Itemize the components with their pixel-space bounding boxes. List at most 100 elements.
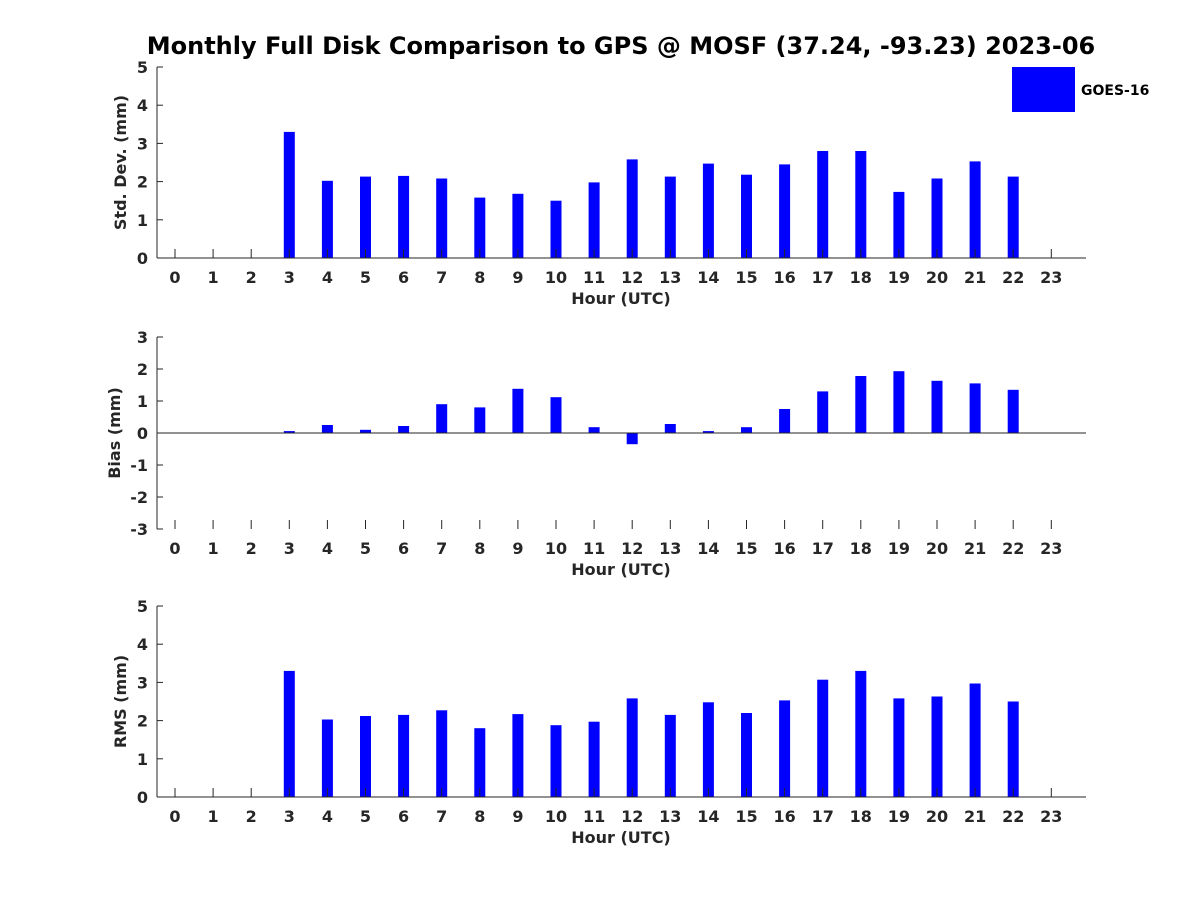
std-dev-x-tick-label: 2 [246,268,257,287]
bias-x-tick-label: 18 [850,539,872,558]
std-dev-y-tick-label: 2 [137,173,148,192]
rms-bar-hour-16 [779,700,791,797]
rms-bar-hour-15 [741,713,752,797]
rms-x-tick-label: 5 [360,807,371,826]
bias-bar-hour-22 [1007,389,1019,433]
std-dev-x-tick-label: 11 [583,268,605,287]
rms-bar-hour-8 [474,728,486,797]
bias-bar-hour-20 [931,380,943,433]
bias-y-tick-label: 1 [137,392,148,411]
std-dev-x-tick-label: 17 [812,268,834,287]
bias-x-tick-label: 10 [545,539,567,558]
std-dev-x-tick-label: 5 [360,268,371,287]
bias-y-tick-label: -3 [130,520,148,539]
bias-y-tick-label: 3 [137,328,148,347]
std-dev-bar-hour-11 [588,182,600,258]
rms-y-tick-label: 5 [137,597,148,616]
rms-bar-hour-21 [969,683,981,797]
std-dev-x-tick-label: 21 [964,268,986,287]
bias-bar-hour-11 [588,427,600,433]
std-dev-bar-hour-5 [360,176,371,258]
legend-label: GOES-16 [1081,83,1149,99]
std-dev-x-tick-label: 18 [850,268,872,287]
rms-bar-hour-13 [664,714,676,797]
rms-bar-hour-10 [550,725,562,797]
bias-bar-hour-13 [664,424,676,433]
legend-swatch [1012,67,1075,112]
rms-x-tick-label: 19 [888,807,910,826]
bias-bar-hour-16 [779,409,791,433]
rms-bar-hour-4 [321,719,333,797]
rms-x-tick-label: 12 [621,807,643,826]
std-dev-bar-hour-9 [512,193,524,258]
bias-x-tick-label: 21 [964,539,986,558]
rms-bar-hour-6 [398,714,410,797]
rms-bar-hour-11 [588,721,600,797]
rms-bar-hour-12 [626,698,638,797]
rms-y-tick-label: 0 [137,788,148,807]
rms-x-tick-label: 4 [322,807,333,826]
std-dev-x-tick-label: 22 [1002,268,1024,287]
std-dev-bar-hour-13 [664,176,676,258]
std-dev-bar-hour-20 [931,178,943,258]
bias-x-tick-label: 15 [735,539,757,558]
rms-x-tick-label: 11 [583,807,605,826]
std-dev-x-tick-label: 10 [545,268,567,287]
rms-x-tick-label: 7 [436,807,447,826]
rms-x-tick-label: 0 [169,807,180,826]
bias-x-tick-label: 23 [1040,539,1062,558]
bias-x-tick-label: 0 [169,539,180,558]
bias-bar-hour-21 [969,383,981,433]
rms-x-tick-label: 1 [208,807,219,826]
bias-bar-hour-19 [893,371,905,433]
bias-bar-hour-9 [512,388,524,433]
bias-bar-hour-5 [360,429,371,433]
bias-bar-hour-10 [550,397,562,433]
rms-bar-hour-5 [360,716,371,797]
std-dev-bar-hour-22 [1007,176,1019,258]
std-dev-x-tick-label: 16 [773,268,795,287]
std-dev-bar-hour-7 [436,178,448,258]
bias-y-tick-label: -2 [130,488,148,507]
std-dev-bar-hour-14 [702,163,714,258]
std-dev-x-tick-label: 3 [284,268,295,287]
rms-x-tick-label: 15 [735,807,757,826]
std-dev-x-tick-label: 23 [1040,268,1062,287]
std-dev-y-tick-label: 4 [137,96,148,115]
std-dev-bar-hour-18 [855,151,867,258]
std-dev-x-axis-label: Hour (UTC) [571,289,671,308]
std-dev-bar-hour-21 [969,161,981,258]
bias-x-tick-label: 17 [812,539,834,558]
rms-x-tick-label: 17 [812,807,834,826]
std-dev-bar-hour-16 [779,164,791,258]
bias-x-tick-label: 11 [583,539,605,558]
rms-bar-hour-17 [817,679,829,797]
std-dev-y-tick-label: 1 [137,211,148,230]
std-dev-bar-hour-19 [893,191,905,258]
rms-bar-hour-7 [436,710,448,797]
rms-x-tick-label: 13 [659,807,681,826]
bias-x-tick-label: 16 [773,539,795,558]
std-dev-y-tick-label: 0 [137,249,148,268]
bias-bar-hour-15 [741,427,752,433]
bias-bar-hour-7 [436,404,448,433]
rms-y-tick-label: 3 [137,673,148,692]
std-dev-x-tick-label: 20 [926,268,948,287]
rms-x-tick-label: 21 [964,807,986,826]
bias-bar-hour-12 [626,433,638,445]
rms-x-tick-label: 20 [926,807,948,826]
bias-x-tick-label: 14 [697,539,719,558]
bias-x-tick-label: 4 [322,539,333,558]
std-dev-bar-hour-12 [626,159,638,258]
std-dev-bar-hour-17 [817,151,829,258]
bias-y-tick-label: 0 [137,424,148,443]
std-dev-y-axis-label: Std. Dev. (mm) [111,95,130,230]
rms-x-tick-label: 2 [246,807,257,826]
bias-y-tick-label: 2 [137,360,148,379]
std-dev-x-tick-label: 19 [888,268,910,287]
rms-x-tick-label: 14 [697,807,719,826]
bias-x-tick-label: 3 [284,539,295,558]
